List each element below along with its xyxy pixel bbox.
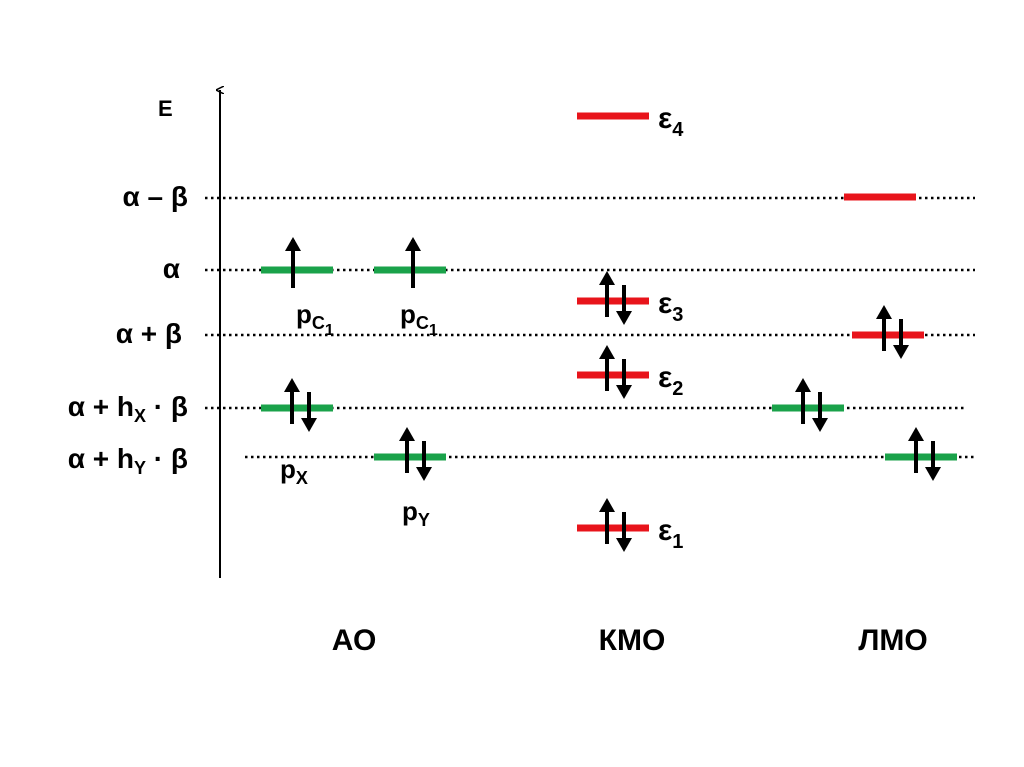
lmo-level-a-plus-b (852, 305, 924, 359)
label-e1: ε1 (658, 514, 683, 553)
ao-level-px (261, 378, 333, 432)
label-a-plus-hx-b: α + hX · β (68, 391, 188, 426)
kmo-level-e3 (577, 271, 649, 325)
label-a-plus-b: α + β (116, 318, 182, 349)
label-px: pX (280, 454, 308, 488)
label-py: pY (402, 496, 430, 530)
label-e2: ε2 (658, 361, 683, 400)
label-a-minus-b: α – β (123, 181, 188, 212)
lmo-level-a-plus-hy-b (885, 427, 957, 481)
label-e4: ε4 (658, 102, 684, 141)
label-a: α (163, 253, 180, 284)
label-pc1-left: pC1 (296, 299, 334, 339)
column-label-lmo: ЛМО (858, 624, 927, 657)
ao-level-pc1-right (374, 237, 446, 288)
kmo-level-e2 (577, 345, 649, 399)
ao-level-pc1-left (261, 237, 333, 288)
lmo-level-a-plus-hx-b (772, 378, 844, 432)
label-pc1-right: pC1 (400, 299, 438, 339)
axis-label-e: E (158, 96, 173, 121)
label-a-plus-hy-b: α + hY · β (68, 443, 188, 478)
kmo-level-e1 (577, 498, 649, 552)
ao-level-py (374, 427, 446, 481)
column-label-ao: АО (332, 624, 377, 657)
column-label-kmo: КМО (599, 624, 666, 657)
label-e3: ε3 (658, 287, 683, 326)
